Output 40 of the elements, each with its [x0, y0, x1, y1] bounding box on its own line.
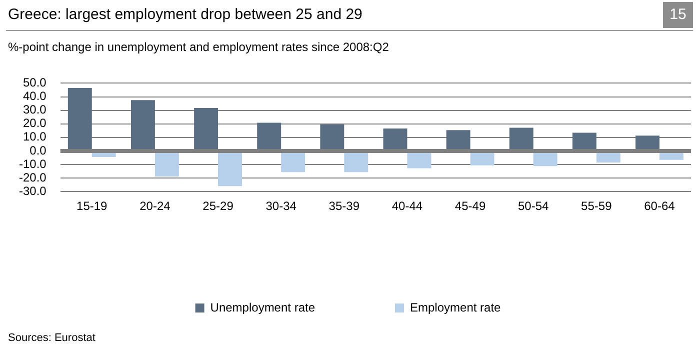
y-tick-label: 20.0 [22, 116, 47, 130]
bar [383, 128, 408, 150]
x-tick-label: 15-19 [76, 199, 108, 214]
y-tick-label: 0.0 [30, 143, 47, 158]
chart-subtitle: %-point change in unemployment and employment rates since 2008:Q2 [8, 40, 389, 54]
x-tick-label: 30-34 [266, 199, 297, 214]
x-tick-label: 50-54 [518, 199, 550, 214]
chart-title: Greece: largest employment drop between 25 and 29 [8, 6, 362, 23]
bar [68, 88, 92, 150]
x-tick-label: 40-44 [392, 199, 423, 214]
x-tick-label: 20-24 [140, 199, 171, 214]
y-tick-label: 10.0 [22, 130, 47, 144]
x-tick-label: 25-29 [202, 199, 234, 214]
y-tick-label: 30.0 [22, 102, 47, 117]
x-tick-label: 35-39 [328, 199, 360, 214]
legend-label: Unemployment rate [210, 300, 316, 314]
y-tick-label: 40.0 [22, 89, 47, 104]
bar [154, 151, 179, 177]
text: 15 [663, 2, 693, 28]
y-tick-label: -10.0 [18, 156, 47, 171]
legend-label: Employment rate [410, 300, 502, 314]
x-tick-label: 45-49 [454, 199, 486, 214]
bar [636, 136, 660, 150]
source-note: Sources: Eurostat [8, 332, 96, 344]
bar [446, 130, 470, 150]
bar [344, 151, 368, 172]
bar [281, 151, 306, 172]
bar [407, 151, 432, 168]
y-tick-label: 50.0 [22, 76, 47, 90]
y-tick-label: -30.0 [18, 184, 47, 198]
bar [130, 100, 155, 150]
bar [509, 128, 534, 150]
bar [320, 124, 344, 150]
bar [572, 132, 596, 150]
bar [257, 122, 282, 150]
x-tick-label: 55-59 [581, 199, 612, 214]
bar [218, 151, 242, 186]
y-tick-label: -20.0 [18, 170, 47, 184]
bar [194, 108, 218, 150]
x-tick-label: 60-64 [644, 199, 676, 214]
